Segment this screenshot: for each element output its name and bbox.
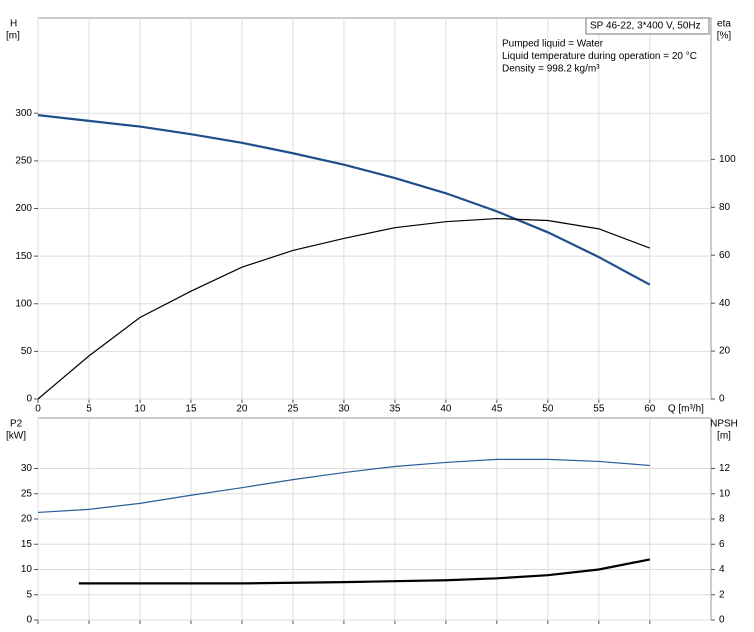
- y2-tick-label: 6: [719, 539, 725, 550]
- y2-axis-unit: [%]: [717, 31, 732, 42]
- title-box: [585, 17, 710, 35]
- y2-tick-label: 60: [719, 250, 731, 261]
- y-tick-label: 10: [21, 564, 33, 575]
- x-tick-label: 5: [86, 404, 92, 415]
- y-axis-unit: [kW]: [6, 431, 26, 442]
- annotation-title: SP 46-22, 3*400 V, 50Hz: [590, 21, 701, 32]
- y-tick-label: 15: [21, 539, 33, 550]
- y-axis-unit: [m]: [6, 31, 20, 42]
- y-axis-label: P2: [10, 419, 23, 430]
- curve: [37, 458, 650, 514]
- y2-tick-label: 0: [719, 615, 725, 626]
- y-tick-label: 20: [21, 514, 33, 525]
- y-axis-label: H: [10, 19, 17, 30]
- x-tick-label: 60: [644, 404, 656, 415]
- y-tick-label: 150: [15, 251, 32, 262]
- x-axis-label: Q [m³/h]: [668, 404, 704, 415]
- annotation: Pumped liquid = Water: [502, 39, 604, 50]
- y2-tick-label: 2: [719, 589, 725, 600]
- y2-tick-label: 8: [719, 514, 725, 525]
- x-tick-label: 40: [440, 404, 452, 415]
- y2-tick-label: 20: [719, 346, 731, 357]
- y2-tick-label: 100: [719, 154, 736, 165]
- x-tick-label: 15: [185, 404, 197, 415]
- x-tick-label: 45: [491, 404, 503, 415]
- x-tick-label: 55: [593, 404, 605, 415]
- curve: [78, 558, 651, 585]
- y-tick-label: 25: [21, 488, 33, 499]
- x-tick-label: 30: [338, 404, 350, 415]
- y-tick-label: 5: [26, 589, 32, 600]
- x-tick-label: 20: [236, 404, 248, 415]
- annotation: Liquid temperature during operation = 20…: [502, 51, 697, 62]
- x-tick-label: 25: [287, 404, 299, 415]
- annotation: Density = 998.2 kg/m³: [502, 64, 600, 75]
- curve: [37, 114, 651, 286]
- y-tick-label: 300: [15, 108, 32, 119]
- y2-tick-label: 0: [719, 394, 725, 405]
- y2-tick-label: 4: [719, 564, 725, 575]
- y2-axis-label: eta: [717, 19, 731, 30]
- y-tick-label: 30: [21, 463, 33, 474]
- y-tick-label: 250: [15, 156, 32, 167]
- y2-tick-label: 12: [719, 463, 731, 474]
- y-tick-label: 100: [15, 298, 32, 309]
- curve: [37, 217, 651, 400]
- x-tick-label: 35: [389, 404, 401, 415]
- x-tick-label: 0: [35, 404, 41, 415]
- x-tick-label: 10: [134, 404, 146, 415]
- y2-axis-label: NPSH: [710, 419, 738, 430]
- y-tick-label: 0: [26, 394, 32, 405]
- y-tick-label: 0: [26, 615, 32, 626]
- y2-tick-label: 10: [719, 488, 731, 499]
- x-tick-label: 50: [542, 404, 554, 415]
- y-tick-label: 200: [15, 203, 32, 214]
- y2-tick-label: 80: [719, 202, 731, 213]
- y2-tick-label: 40: [719, 298, 731, 309]
- y-tick-label: 50: [21, 346, 33, 357]
- y2-axis-unit: [m]: [717, 431, 731, 442]
